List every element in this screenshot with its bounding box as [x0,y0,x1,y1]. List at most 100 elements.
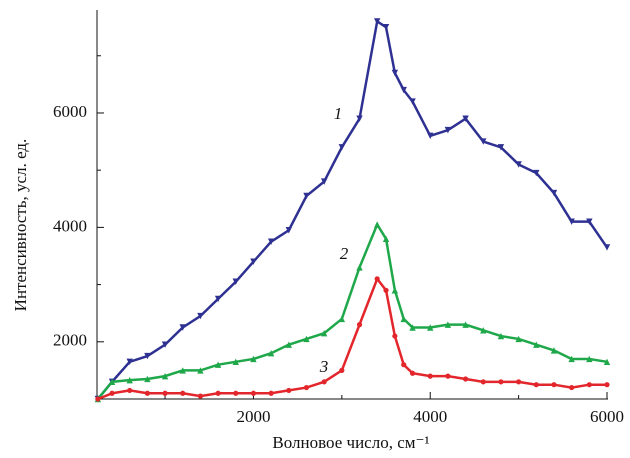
data-point [498,379,504,385]
data-point [382,235,390,243]
data-point [516,379,522,385]
data-point [232,278,239,285]
data-point [197,367,204,374]
data-point [233,390,239,396]
data-point [445,373,451,379]
data-point [550,347,558,354]
data-point [427,132,434,140]
x-tick-label: 4000 [413,407,447,426]
data-point [409,98,416,105]
data-point [444,126,452,134]
data-point [197,312,204,320]
data-point [427,324,434,331]
data-point [392,333,398,339]
data-point [144,375,151,383]
data-point [356,115,363,122]
data-point [497,332,505,340]
data-point [303,335,310,343]
data-point [480,327,487,334]
data-point [382,23,390,31]
data-point [550,189,558,197]
data-point [197,393,204,399]
x-tick-label: 2000 [236,407,270,426]
data-point [604,382,610,388]
y-tick-label: 2000 [53,331,87,350]
data-point [250,355,257,363]
data-point [338,315,346,323]
data-point [126,358,133,366]
data-point [551,382,557,388]
data-point [215,390,221,396]
data-point [462,115,469,122]
series-label: 2 [340,244,349,263]
data-point [374,276,380,282]
data-point [400,86,407,94]
data-point [126,376,133,384]
series-label: 3 [319,357,329,376]
data-point [373,18,381,25]
data-point [568,355,575,363]
data-point [356,322,363,328]
data-point [214,361,222,368]
data-point [480,138,487,145]
data-point [401,362,407,368]
data-point [127,387,133,394]
data-point [391,69,399,77]
data-point [568,218,575,225]
data-point [232,358,239,366]
data-point [515,161,522,168]
data-point [444,321,452,328]
data-point [480,379,486,385]
data-point [373,221,381,228]
data-point [356,264,363,271]
data-point [179,324,186,331]
series-line [97,276,607,401]
data-point [180,390,186,396]
data-point [250,390,257,396]
y-axis-label: Интенсивность, усл. ед. [11,139,30,312]
series-line [96,221,608,400]
data-point [303,192,310,200]
series-label: 1 [334,104,343,123]
data-point [179,367,186,374]
data-point [250,258,257,265]
data-point [214,295,222,303]
data-point [268,390,274,396]
x-axis-label: Волновое число, см⁻¹ [272,433,429,452]
data-point [161,372,169,380]
data-point [303,384,310,391]
data-point [144,352,151,360]
data-point [338,144,346,151]
data-point [391,287,399,294]
data-point [320,330,328,337]
data-point [144,390,150,396]
data-point [267,350,275,357]
data-point [586,218,593,225]
data-point [427,373,433,379]
data-point [320,178,328,185]
data-point [409,324,416,331]
data-point [569,384,575,391]
data-point [515,335,522,343]
data-point [162,390,168,396]
data-point [409,370,416,376]
data-point [462,376,469,382]
data-point [321,379,327,385]
data-point [285,227,293,234]
data-point [108,378,116,386]
data-point [267,238,275,245]
data-point [586,355,593,363]
data-point [586,382,592,388]
data-point [497,144,505,151]
data-point [462,321,469,328]
y-tick-label: 6000 [53,102,87,121]
data-point [603,244,611,251]
data-point [533,382,539,388]
data-point [603,358,611,366]
x-tick-label: 6000 [590,407,624,426]
data-point [286,387,292,394]
data-point [533,341,540,348]
data-point [95,396,101,402]
data-point [109,390,115,396]
